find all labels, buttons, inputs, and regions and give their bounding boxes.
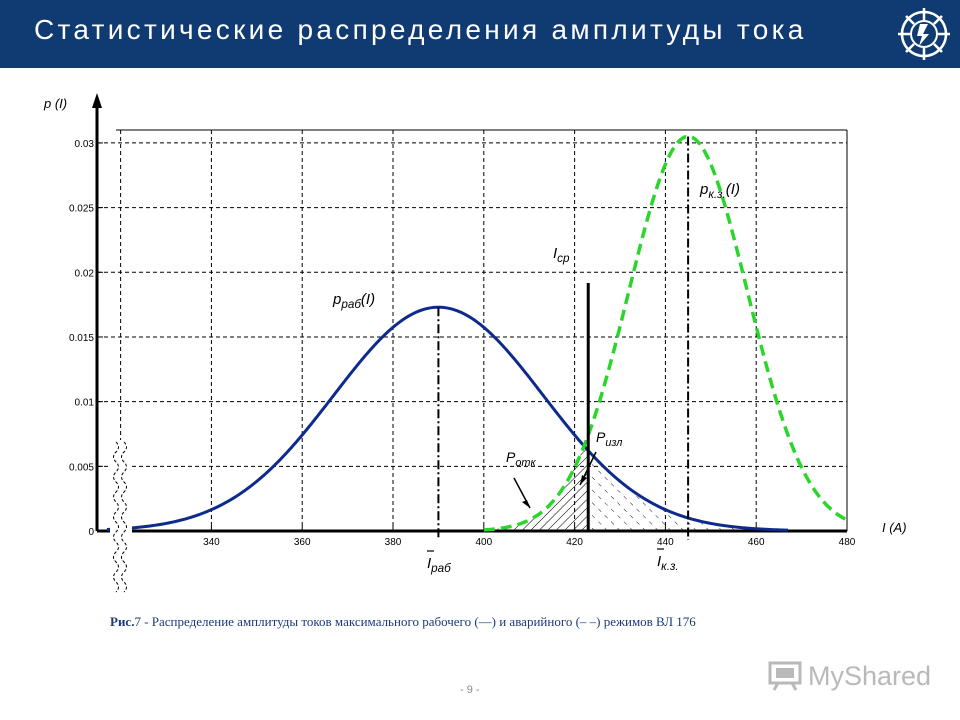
axis-break	[110, 440, 132, 593]
y-axis-label: p (I)	[43, 96, 67, 111]
x-tick-label: 440	[657, 537, 674, 548]
y-axis-arrow	[92, 93, 102, 108]
p-izl-arrowhead	[580, 475, 587, 485]
page-title: Статистические распределения амплитуды т…	[34, 14, 807, 45]
probability-areas	[483, 435, 788, 531]
y-tick-label: 0.02	[75, 268, 95, 279]
p-izl-label: Pизл	[596, 429, 622, 449]
y-tick-label: 0.005	[69, 462, 94, 473]
series-curves	[106, 134, 848, 532]
caption-figure-label: Рис.	[110, 614, 135, 629]
y-tick-label: 0.025	[69, 204, 94, 215]
working-mode-curve	[106, 305, 789, 532]
x-tick-label: 360	[294, 537, 311, 548]
axis-break-mask	[110, 440, 132, 590]
figure-caption: Рис.7 - Распределение амплитуды токов ма…	[110, 614, 870, 630]
annotations: p (I) I (A) pраб(I) pк.з.(I) Iср Pотк Pизл Iраб…	[43, 96, 907, 575]
mean-fault-label: Iк.з.	[657, 553, 679, 573]
watermark-text: MyShared	[808, 660, 932, 691]
tick-labels: 32034036038040042044046048000.0050.010.0…	[69, 139, 856, 548]
page-number: - 9 -	[460, 684, 480, 696]
distribution-chart: 32034036038040042044046048000.0050.010.0…	[43, 93, 907, 593]
x-tick-label: 460	[748, 537, 765, 548]
x-tick-label: 380	[385, 537, 402, 548]
x-tick-label: 340	[203, 537, 220, 548]
p-izl-area	[588, 450, 788, 531]
mean-markers	[437, 136, 690, 540]
y-tick-label: 0.01	[75, 398, 95, 409]
p-kz-label: pк.з.(I)	[699, 181, 740, 201]
y-tick-label: 0	[88, 527, 94, 538]
mean-working-label: Iраб	[427, 555, 451, 575]
y-tick-label: 0.015	[69, 333, 94, 344]
logo-icon	[898, 8, 950, 60]
company-logo	[888, 0, 960, 68]
x-tick-label: 400	[475, 537, 492, 548]
x-tick-label: 420	[566, 537, 583, 548]
p-otk-area	[483, 435, 589, 531]
p-otk-arrowhead	[522, 500, 530, 508]
p-otk-label: Pотк	[506, 449, 536, 469]
axis-break-line-2	[121, 441, 127, 593]
grid	[97, 130, 847, 531]
threshold-label: Iср	[553, 245, 570, 265]
y-tick-label: 0.03	[75, 139, 95, 150]
presentation-icon	[768, 661, 802, 691]
fault-mode-curve	[483, 134, 848, 532]
axes	[92, 93, 848, 533]
header-bar: Статистические распределения амплитуды т…	[0, 0, 960, 68]
x-tick-label: 480	[839, 537, 856, 548]
axis-break-line-1	[113, 441, 119, 593]
x-axis-label: I (A)	[882, 520, 907, 535]
p-rab-label: pраб(I)	[332, 291, 375, 311]
watermark: MyShared	[768, 656, 931, 696]
caption-text: 7 - Распределение амплитуды токов максим…	[134, 614, 696, 629]
